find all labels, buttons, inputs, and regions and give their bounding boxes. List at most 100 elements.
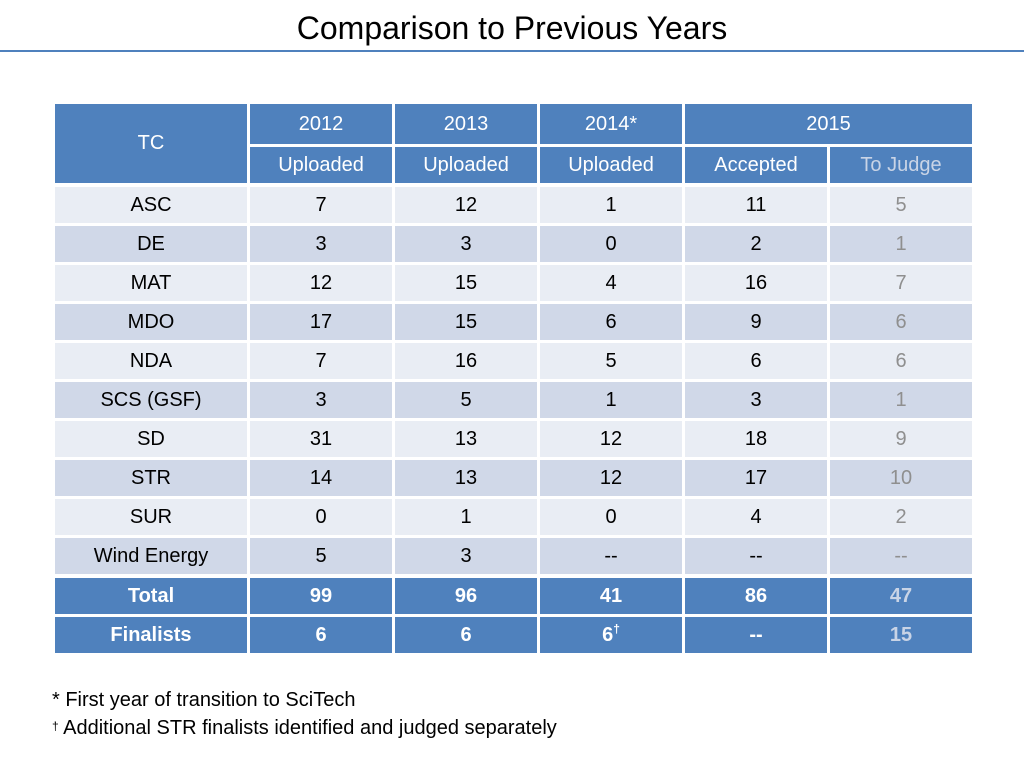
- title-divider: [0, 50, 1024, 52]
- table-row: SCS (GSF) 3 5 1 3 1: [52, 379, 975, 421]
- value-cell-2013: 16: [392, 340, 540, 382]
- tc-name-cell: MAT: [52, 262, 250, 304]
- table-row: MAT 12 15 4 16 7: [52, 262, 975, 304]
- slide-title: Comparison to Previous Years: [296, 10, 728, 46]
- value-cell-2012: 14: [247, 457, 395, 499]
- value-cell-2015-accepted: 11: [682, 183, 830, 226]
- total-2015-to-judge: 47: [827, 574, 975, 617]
- value-cell-2014: --: [537, 535, 685, 578]
- year-header-2015: 2015: [682, 101, 975, 147]
- finalists-row: Finalists 6 6 6† -- 15: [52, 614, 975, 656]
- total-2013: 96: [392, 574, 540, 617]
- value-cell-2015-accepted: 9: [682, 301, 830, 343]
- table-row: SUR 0 1 0 4 2: [52, 496, 975, 538]
- finalists-label: Finalists: [52, 614, 250, 656]
- value-cell-2015-accepted: 4: [682, 496, 830, 538]
- value-cell-2015-to-judge: 10: [827, 457, 975, 499]
- subheader-row: Uploaded Uploaded Uploaded Accepted To J…: [54, 144, 975, 187]
- year-header-row: TC 2012 2013 2014* 2015: [52, 101, 975, 187]
- value-cell-2014: 12: [537, 457, 685, 499]
- subheader-2015-accepted: Accepted: [682, 144, 830, 187]
- value-cell-2013: 3: [392, 535, 540, 578]
- subheader-2012-uploaded: Uploaded: [247, 144, 395, 187]
- value-cell-2015-to-judge: 1: [827, 379, 975, 421]
- value-cell-2013: 15: [392, 262, 540, 304]
- table-row: MDO 17 15 6 9 6: [52, 301, 975, 343]
- tc-column-header: TC: [52, 101, 250, 187]
- value-cell-2013: 13: [392, 418, 540, 460]
- value-cell-2013: 3: [392, 223, 540, 265]
- value-cell-2013: 13: [392, 457, 540, 499]
- value-cell-2014: 0: [537, 496, 685, 538]
- finalists-2013: 6: [392, 614, 540, 656]
- value-cell-2012: 12: [247, 262, 395, 304]
- subheader-2015-to-judge: To Judge: [827, 144, 975, 187]
- value-cell-2015-to-judge: 6: [827, 301, 975, 343]
- total-2015-accepted: 86: [682, 574, 830, 617]
- finalists-2014-value: 6: [602, 623, 614, 646]
- value-cell-2012: 7: [247, 183, 395, 226]
- value-cell-2015-to-judge: 9: [827, 418, 975, 460]
- finalists-2014: 6†: [537, 614, 685, 656]
- value-cell-2012: 31: [247, 418, 395, 460]
- value-cell-2015-accepted: --: [682, 535, 830, 578]
- value-cell-2012: 3: [247, 223, 395, 265]
- value-cell-2014: 4: [537, 262, 685, 304]
- value-cell-2015-accepted: 17: [682, 457, 830, 499]
- value-cell-2012: 0: [247, 496, 395, 538]
- value-cell-2015-accepted: 6: [682, 340, 830, 382]
- tc-name-cell: STR: [52, 457, 250, 499]
- finalists-2012: 6: [247, 614, 395, 656]
- value-cell-2015-to-judge: 1: [827, 223, 975, 265]
- table-row: STR 14 13 12 17 10: [52, 457, 975, 499]
- footnote-star: * First year of transition to SciTech: [52, 689, 356, 711]
- value-cell-2015-accepted: 2: [682, 223, 830, 265]
- tc-name-cell: NDA: [52, 340, 250, 382]
- value-cell-2012: 5: [247, 535, 395, 578]
- finalists-2015-to-judge: 15: [827, 614, 975, 656]
- year-header-2013: 2013: [392, 101, 540, 147]
- footnotes: * First year of transition to SciTech † …: [52, 686, 557, 742]
- value-cell-2014: 1: [537, 183, 685, 226]
- total-2014: 41: [537, 574, 685, 617]
- tc-name-cell: SD: [52, 418, 250, 460]
- total-row: Total 99 96 41 86 47: [52, 574, 975, 617]
- footnote-dagger-symbol: †: [52, 719, 59, 733]
- value-cell-2014: 6: [537, 301, 685, 343]
- tc-name-cell: SCS (GSF): [52, 379, 250, 421]
- footnote-dagger-text: Additional STR finalists identified and …: [58, 717, 557, 739]
- dagger-mark: †: [613, 621, 620, 636]
- value-cell-2012: 7: [247, 340, 395, 382]
- tc-name-cell: Wind Energy: [52, 535, 250, 578]
- value-cell-2014: 12: [537, 418, 685, 460]
- value-cell-2012: 17: [247, 301, 395, 343]
- value-cell-2015-to-judge: --: [827, 535, 975, 578]
- total-2012: 99: [247, 574, 395, 617]
- subheader-2013-uploaded: Uploaded: [392, 144, 540, 187]
- table-row: DE 3 3 0 2 1: [52, 223, 975, 265]
- footnote-dagger: † Additional STR finalists identified an…: [52, 714, 557, 742]
- comparison-table: TC 2012 2013 2014* 2015 Uploaded Uploade…: [52, 101, 975, 656]
- tc-name-cell: DE: [52, 223, 250, 265]
- finalists-2015-accepted: --: [682, 614, 830, 656]
- total-label: Total: [52, 574, 250, 617]
- value-cell-2014: 5: [537, 340, 685, 382]
- table-row: ASC 7 12 1 11 5: [52, 183, 975, 226]
- value-cell-2015-to-judge: 5: [827, 183, 975, 226]
- tc-name-cell: MDO: [52, 301, 250, 343]
- year-header-2012: 2012: [247, 101, 395, 147]
- table-row: NDA 7 16 5 6 6: [52, 340, 975, 382]
- value-cell-2015-to-judge: 7: [827, 262, 975, 304]
- year-header-2014: 2014*: [537, 101, 685, 147]
- tc-name-cell: ASC: [52, 183, 250, 226]
- subheader-2014-uploaded: Uploaded: [537, 144, 685, 187]
- value-cell-2015-accepted: 18: [682, 418, 830, 460]
- value-cell-2015-accepted: 3: [682, 379, 830, 421]
- value-cell-2013: 12: [392, 183, 540, 226]
- value-cell-2015-to-judge: 2: [827, 496, 975, 538]
- value-cell-2015-to-judge: 6: [827, 340, 975, 382]
- value-cell-2013: 15: [392, 301, 540, 343]
- value-cell-2014: 1: [537, 379, 685, 421]
- table-row: Wind Energy 5 3 -- -- --: [52, 535, 975, 578]
- value-cell-2012: 3: [247, 379, 395, 421]
